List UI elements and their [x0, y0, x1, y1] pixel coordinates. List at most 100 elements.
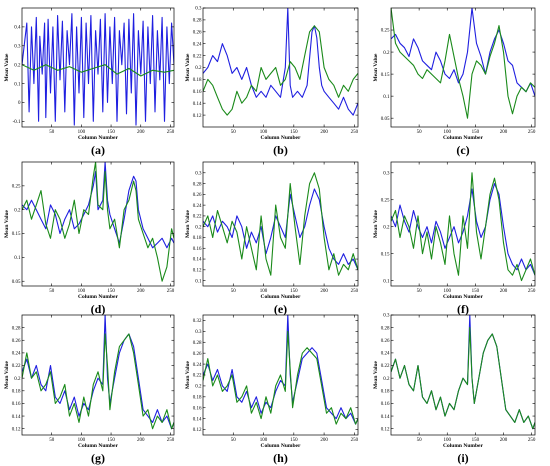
y-tick-label: 0.24 [193, 363, 202, 368]
y-axis-label: Mean Value [4, 360, 10, 389]
series-group [203, 8, 358, 116]
series-group [391, 8, 535, 119]
series-line-green [391, 327, 535, 430]
y-tick-label: 0.2 [383, 225, 390, 230]
x-tick-label: 150 [472, 438, 480, 443]
y-tick-label: 0.2 [14, 377, 21, 382]
y-tick-label: 0.3 [383, 171, 390, 176]
y-tick-label: 0.18 [193, 396, 202, 401]
x-tick-label: 100 [78, 130, 86, 135]
plot-frame [21, 161, 175, 287]
series-line-blue [22, 13, 174, 126]
plot-frame [390, 314, 536, 436]
x-tick-label: 100 [444, 289, 452, 294]
x-tick-label: 50 [49, 130, 55, 135]
y-tick-label: 0.1 [383, 279, 390, 284]
x-tick-label: 150 [107, 289, 115, 294]
x-tick-label: 150 [472, 130, 480, 135]
y-tick-label: 0.16 [193, 247, 202, 252]
y-tick-label: 0.26 [193, 352, 202, 357]
y-tick-label: 0.15 [12, 232, 21, 237]
y-tick-label: 0.26 [381, 339, 390, 344]
series-line-blue [203, 8, 358, 116]
series-line-blue [391, 8, 535, 97]
plot-frame [390, 7, 536, 128]
y-tick-label: 0.22 [193, 374, 202, 379]
y-tick-label: 0.24 [193, 42, 202, 47]
x-tick-label: 100 [78, 289, 86, 294]
panel-label: (d) [91, 302, 106, 316]
chart-panel: 50 100 150 200 250 0.05 0.1 0.15 0.2 0.25 Column N… [4, 161, 175, 316]
y-tick-label: 0.16 [193, 406, 202, 411]
x-tick-label: 50 [49, 289, 55, 294]
panel-label: (b) [273, 143, 288, 157]
y-tick-label: 0.2 [383, 377, 390, 382]
x-tick-label: 50 [231, 438, 237, 443]
y-tick-label: 0.12 [381, 427, 390, 432]
y-tick-label: 0.1 [195, 279, 202, 284]
x-axis-label: Column Number [261, 294, 301, 300]
plot-frame [390, 161, 536, 287]
y-tick-label: 0.4 [14, 26, 21, 31]
panel-label: (h) [273, 451, 288, 465]
x-tick-label: 150 [290, 130, 298, 135]
x-tick-label: 50 [417, 438, 423, 443]
x-axis-label: Column Number [443, 294, 483, 300]
x-tick-label: 150 [472, 289, 480, 294]
y-tick-label: 0.14 [193, 258, 202, 263]
x-axis-label: Column Number [443, 443, 483, 449]
x-tick-label: 100 [260, 130, 268, 135]
plot-frame [202, 7, 359, 128]
panel-label: (c) [456, 143, 469, 157]
panel-label: (g) [91, 451, 105, 465]
y-tick-label: 0.05 [381, 117, 390, 122]
y-tick-label: 0.26 [12, 339, 21, 344]
y-tick-label: 0.12 [12, 427, 21, 432]
x-tick-label: 200 [320, 130, 328, 135]
panel-label: (a) [91, 143, 105, 157]
x-tick-label: 200 [320, 289, 328, 294]
x-tick-label: 100 [444, 438, 452, 443]
y-tick-label: 0.28 [193, 182, 202, 187]
series-group [22, 315, 174, 430]
y-tick-label: 0.12 [193, 428, 202, 433]
y-tick-label: 0.22 [193, 215, 202, 220]
panel-label: (e) [274, 302, 287, 316]
chart-panel: 50 100 150 200 250 0.12 0.14 0.16 0.18 0.2 0.22 0.2… [185, 314, 359, 465]
x-tick-label: 250 [528, 289, 536, 294]
x-axis-label: Column Number [261, 135, 301, 141]
y-tick-label: 0.28 [381, 326, 390, 331]
y-tick-label: 0.1 [383, 95, 390, 100]
x-tick-label: 50 [49, 438, 55, 443]
y-tick-label: 0.18 [381, 389, 390, 394]
y-tick-label: -0.1 [13, 120, 21, 125]
x-tick-label: 150 [107, 130, 115, 135]
y-tick-label: 0.28 [12, 326, 21, 331]
y-tick-label: 0.28 [193, 19, 202, 24]
y-tick-label: 0.2 [14, 208, 21, 213]
x-tick-label: 50 [417, 289, 423, 294]
y-tick-label: 0.22 [193, 54, 202, 59]
y-tick-label: 0.28 [193, 341, 202, 346]
y-tick-label: 0.14 [193, 417, 202, 422]
y-tick-label: 0.18 [12, 389, 21, 394]
y-axis-label: Mean Value [4, 209, 10, 238]
y-tick-label: 0.16 [381, 402, 390, 407]
x-axis-label: Column Number [78, 294, 118, 300]
x-tick-label: 100 [444, 130, 452, 135]
series-line-green [391, 8, 535, 119]
plot-frame [21, 7, 175, 128]
y-tick-label: 0.14 [12, 415, 21, 420]
x-tick-label: 200 [137, 438, 145, 443]
x-axis-label: Column Number [261, 443, 301, 449]
y-tick-label: 0.24 [381, 352, 390, 357]
y-tick-label: 0.3 [383, 314, 390, 319]
series-line-green [203, 172, 358, 276]
y-tick-label: 0.2 [195, 66, 202, 71]
y-tick-label: 0.12 [193, 269, 202, 274]
y-tick-label: 0.25 [381, 29, 390, 34]
x-tick-label: 50 [417, 130, 423, 135]
chart-panel: 50 100 150 200 250 0.05 0.1 0.15 0.2 0.25 Column N… [373, 7, 536, 157]
x-tick-label: 150 [107, 438, 115, 443]
